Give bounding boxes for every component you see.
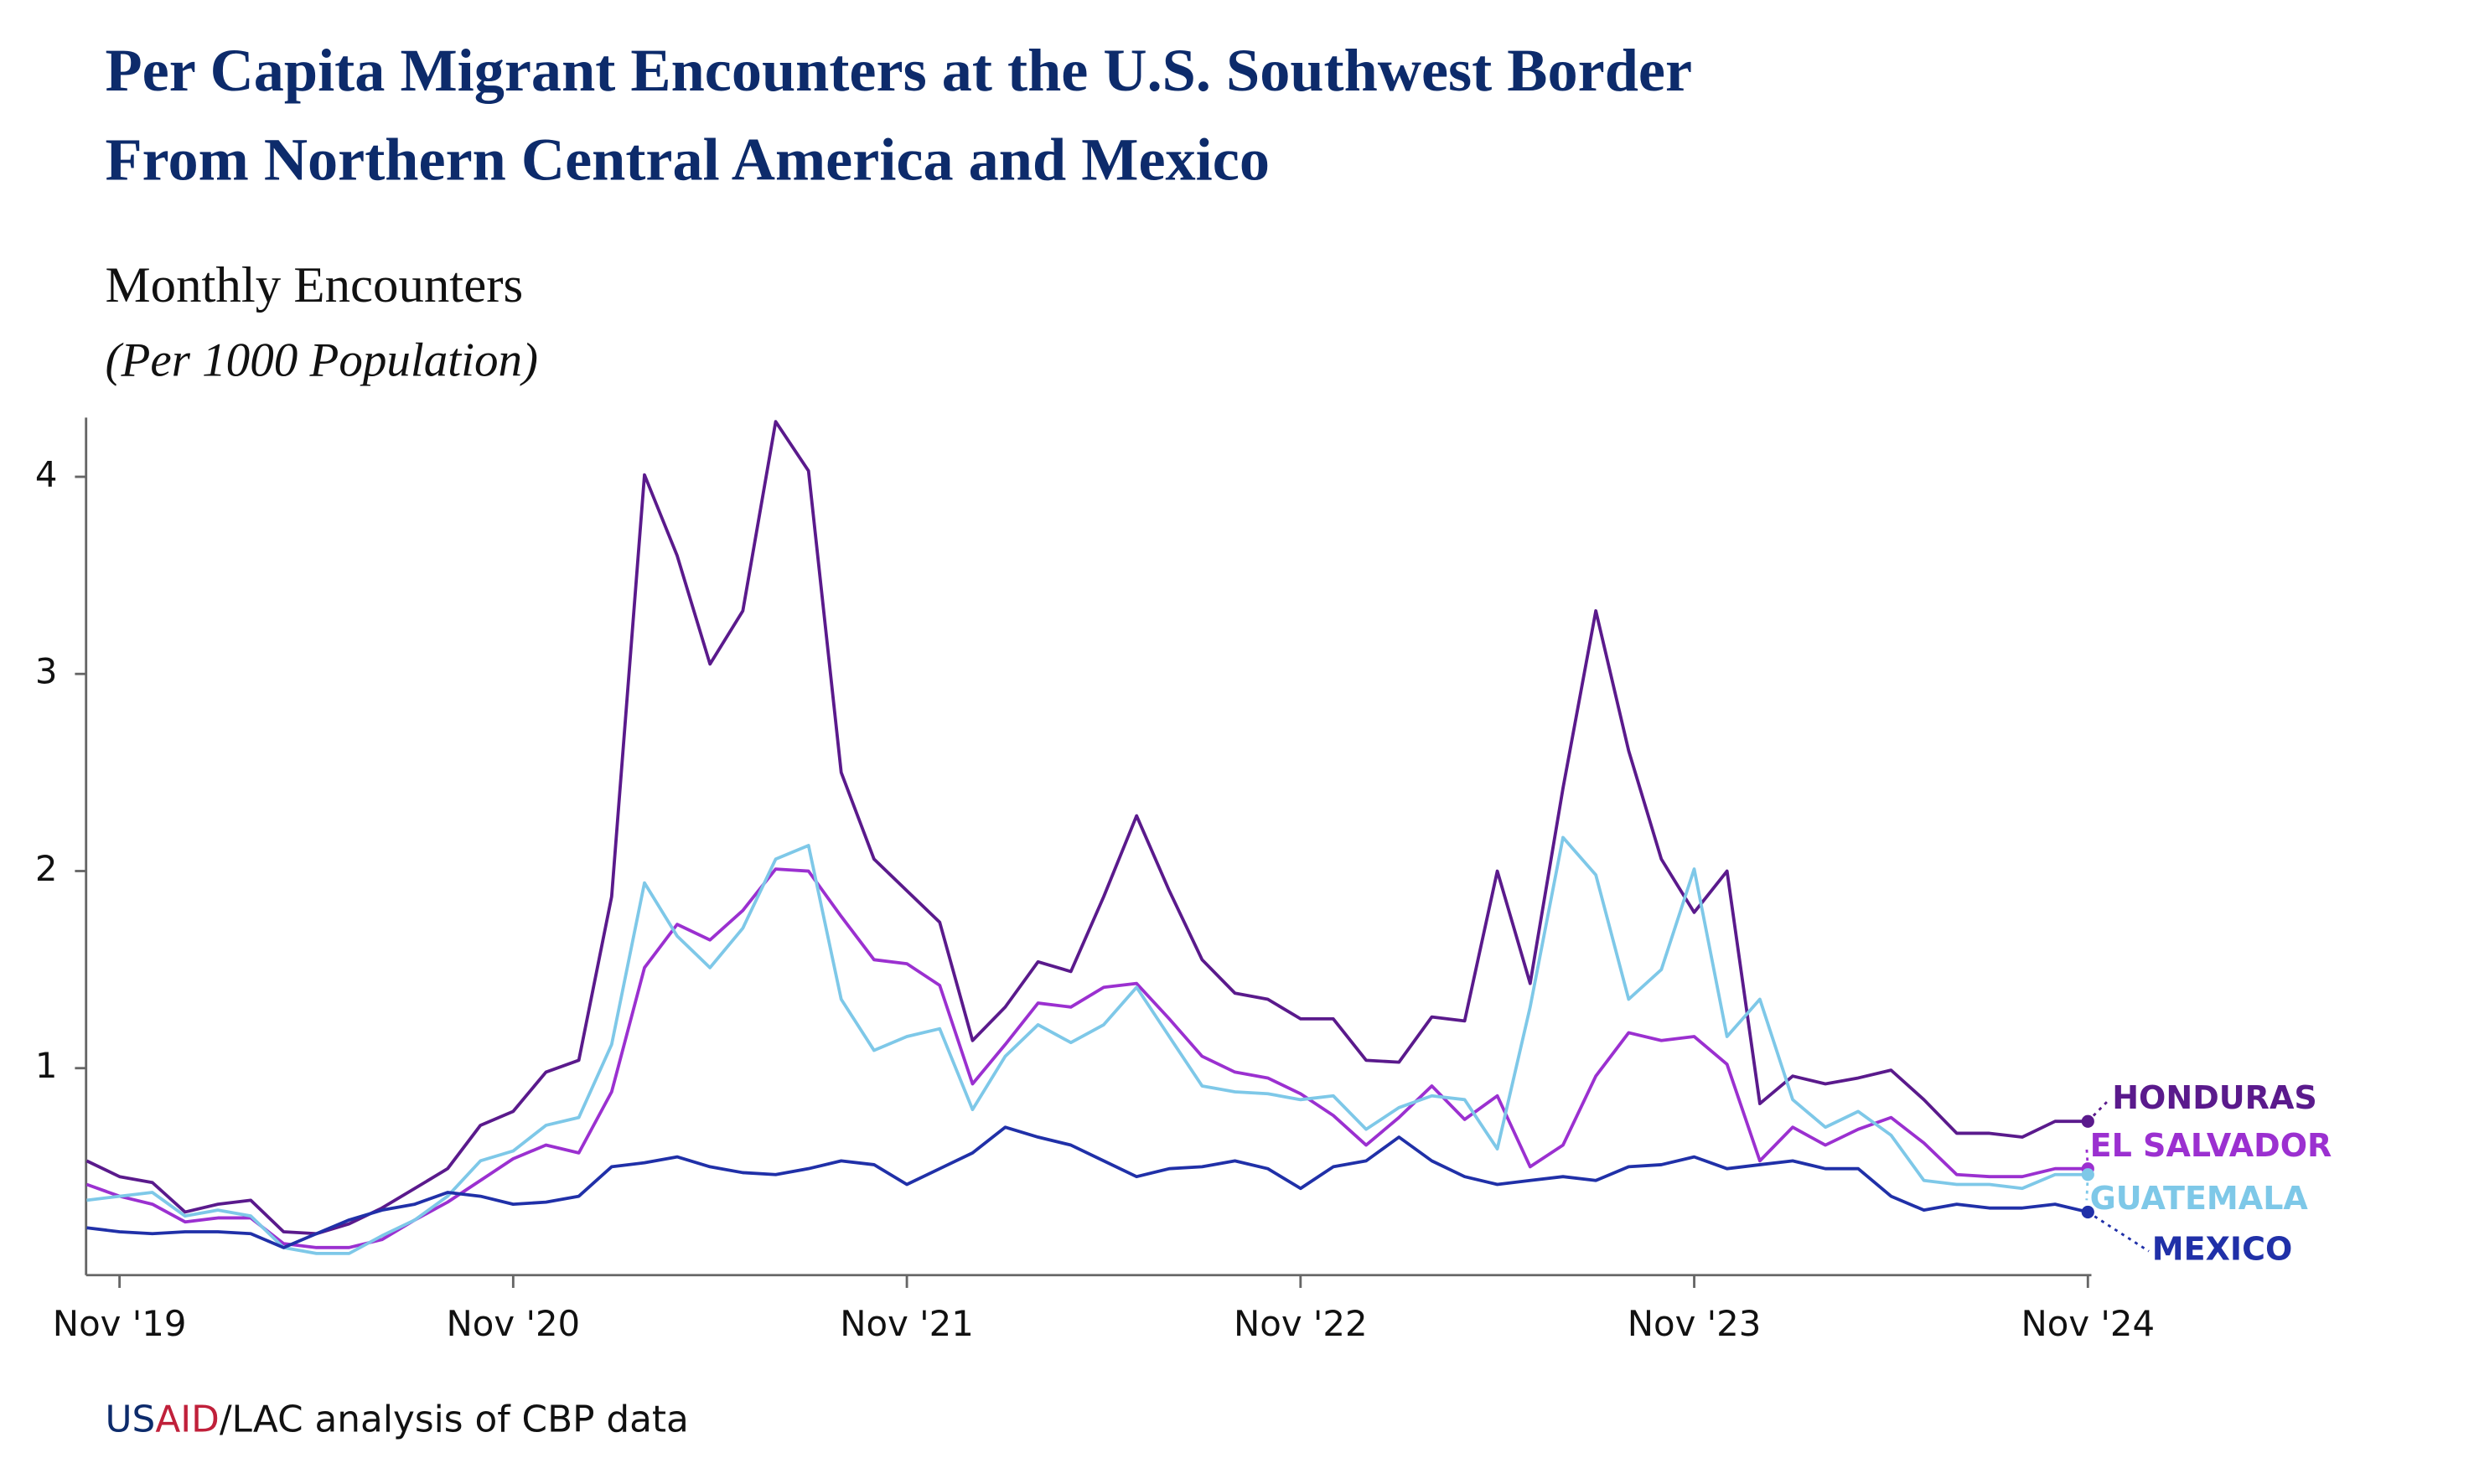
x-tick-label: Nov '20 (447, 1303, 581, 1344)
chart-title: From Northern Central America and Mexico (106, 126, 1270, 193)
x-tick-label: Nov '23 (1628, 1303, 1762, 1344)
label-connector (2087, 1099, 2110, 1123)
end-point (2081, 1205, 2094, 1219)
x-tick-label: Nov '22 (1234, 1303, 1368, 1344)
source-part: AID (155, 1399, 220, 1441)
source-part: /LAC analysis of CBP data (220, 1399, 689, 1441)
series-label: HONDURAS (2112, 1079, 2317, 1116)
subtitle: Monthly Encounters (106, 257, 524, 313)
source-part: US (106, 1399, 156, 1441)
series-line (86, 835, 2088, 1255)
label-connector (2087, 1211, 2150, 1253)
y-tick-label: 2 (35, 848, 58, 889)
series-line (85, 867, 2088, 1249)
series-label: EL SALVADOR (2090, 1127, 2332, 1164)
y-tick-label: 4 (35, 454, 58, 495)
chart-title: Per Capita Migrant Encounters at the U.S… (106, 37, 1693, 104)
end-point (2081, 1114, 2094, 1128)
series-line (85, 420, 2088, 1236)
series-label: MEXICO (2152, 1231, 2293, 1268)
x-tick-label: Nov '24 (2021, 1303, 2155, 1344)
series-label: GUATEMALA (2090, 1180, 2309, 1217)
source: USAID/LAC analysis of CBP data (106, 1399, 689, 1441)
y-axis-label: (Per 1000 Population) (106, 334, 539, 387)
y-tick-label: 3 (35, 651, 58, 692)
y-tick-label: 1 (35, 1045, 58, 1086)
x-tick-label: Nov '19 (53, 1303, 187, 1344)
label-connector (2085, 1147, 2089, 1169)
series-line (86, 1125, 2088, 1249)
x-tick-label: Nov '21 (840, 1303, 974, 1344)
